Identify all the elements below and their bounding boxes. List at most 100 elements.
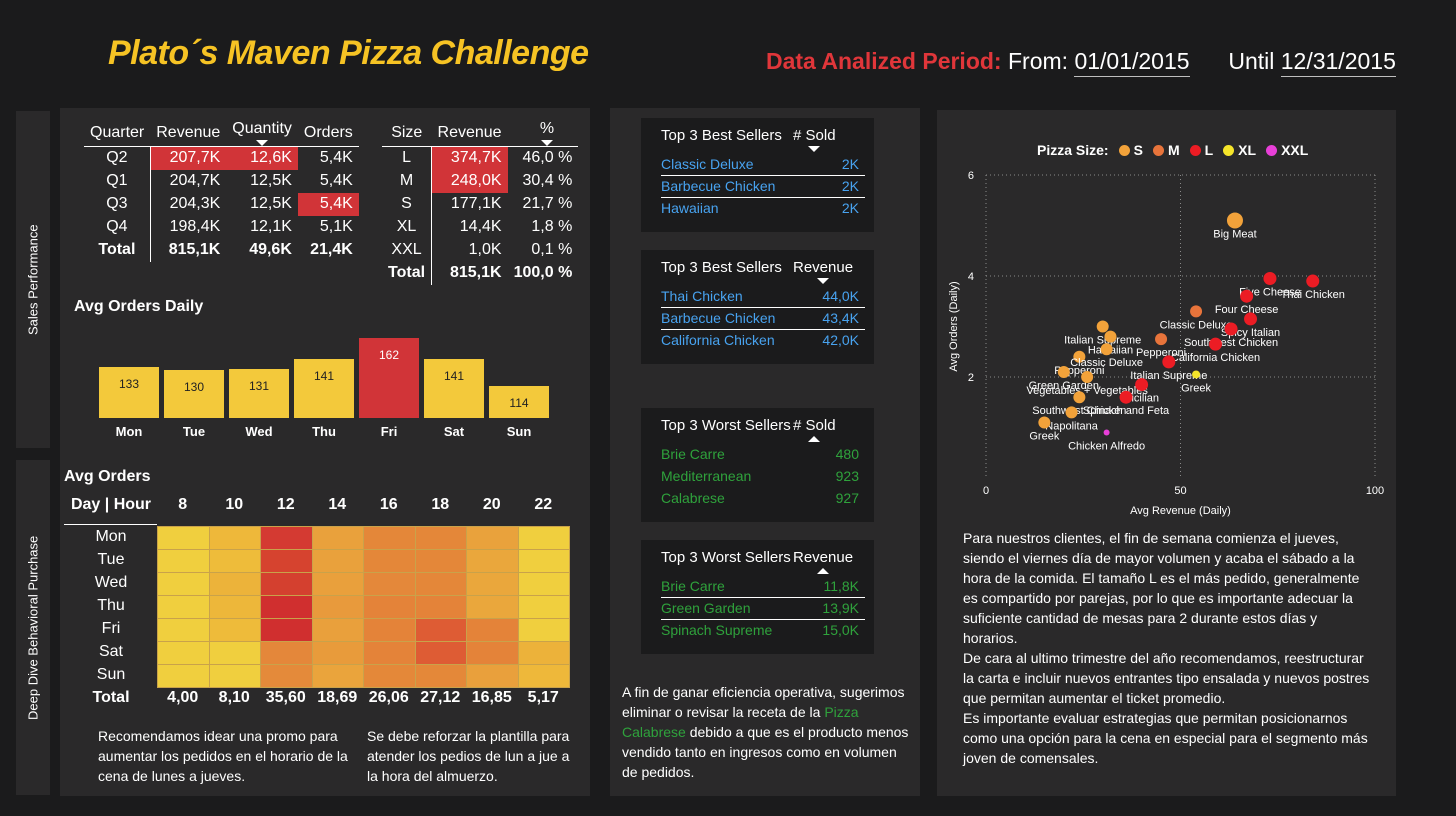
- heatmap-cell[interactable]: [157, 549, 210, 573]
- legend-entry[interactable]: L: [1204, 142, 1214, 158]
- legend-entry[interactable]: S: [1133, 142, 1143, 158]
- heatmap-cell[interactable]: [466, 572, 519, 596]
- table-header-name[interactable]: Top 3 Worst Sellers: [661, 549, 791, 566]
- legend-entry[interactable]: XL: [1238, 142, 1257, 158]
- heatmap-cell[interactable]: [208, 618, 261, 642]
- heatmap-cell[interactable]: [363, 595, 416, 619]
- heatmap-cell[interactable]: [517, 618, 570, 642]
- heatmap-cell[interactable]: [414, 549, 467, 573]
- heatmap-cell[interactable]: [311, 572, 364, 596]
- heatmap-cell[interactable]: [208, 526, 261, 550]
- heatmap-cell[interactable]: [517, 549, 570, 573]
- heatmap-cell[interactable]: [517, 664, 570, 688]
- heatmap-cell[interactable]: [414, 664, 467, 688]
- heatmap-cell[interactable]: [157, 572, 210, 596]
- hour-header[interactable]: 16: [379, 496, 398, 513]
- scatter-point[interactable]: [1190, 305, 1203, 318]
- bar-thu[interactable]: 141: [294, 359, 354, 418]
- list-item[interactable]: Spinach Supreme 15,0K: [661, 620, 865, 642]
- heatmap-cell[interactable]: [260, 595, 313, 619]
- scatter-point[interactable]: [1073, 350, 1086, 363]
- legend-entry[interactable]: M: [1167, 142, 1180, 158]
- col-orders[interactable]: Orders: [303, 124, 353, 141]
- heatmap-cell[interactable]: [363, 572, 416, 596]
- scatter-point[interactable]: [1119, 390, 1133, 404]
- heatmap-cell[interactable]: [260, 526, 313, 550]
- heatmap-cell[interactable]: [363, 618, 416, 642]
- list-item[interactable]: Mediterranean 923: [661, 466, 865, 488]
- list-item[interactable]: Classic Deluxe 2K: [661, 154, 865, 176]
- table-header-name[interactable]: Top 3 Worst Sellers: [661, 417, 791, 434]
- scatter-point[interactable]: [1240, 289, 1254, 303]
- heatmap-cell[interactable]: [466, 664, 519, 688]
- hour-header[interactable]: 18: [431, 496, 450, 513]
- heatmap-cell[interactable]: [517, 526, 570, 550]
- heatmap-cell[interactable]: [517, 595, 570, 619]
- list-item[interactable]: Calabrese 927: [661, 488, 865, 510]
- heatmap-cell[interactable]: [517, 572, 570, 596]
- legend-entry[interactable]: XXL: [1281, 142, 1309, 158]
- list-item[interactable]: Brie Carre 480: [661, 444, 865, 466]
- list-item[interactable]: Barbecue Chicken 2K: [661, 176, 865, 198]
- list-item[interactable]: Brie Carre 11,8K: [661, 576, 865, 598]
- table-header-value[interactable]: # Sold: [793, 417, 836, 442]
- table-header-value[interactable]: Revenue: [793, 549, 853, 574]
- heatmap-cell[interactable]: [311, 618, 364, 642]
- col-percent[interactable]: %: [508, 120, 579, 147]
- col-revenue[interactable]: Revenue: [156, 124, 221, 141]
- heatmap-cell[interactable]: [260, 549, 313, 573]
- heatmap-cell[interactable]: [363, 526, 416, 550]
- scatter-point[interactable]: [1065, 406, 1078, 419]
- scatter-point[interactable]: [1226, 212, 1243, 229]
- heatmap-cell[interactable]: [208, 549, 261, 573]
- heatmap-cell[interactable]: [466, 595, 519, 619]
- heatmap-cell[interactable]: [414, 572, 467, 596]
- heatmap-cell[interactable]: [414, 618, 467, 642]
- hour-header[interactable]: 12: [276, 496, 295, 513]
- heatmap-cell[interactable]: [363, 641, 416, 665]
- heatmap-cell[interactable]: [466, 549, 519, 573]
- table-header-name[interactable]: Top 3 Best Sellers: [661, 259, 782, 276]
- heatmap-cell[interactable]: [157, 641, 210, 665]
- bar-sun[interactable]: 114: [489, 386, 549, 418]
- scatter-point[interactable]: [1104, 330, 1117, 343]
- heatmap-cell[interactable]: [466, 526, 519, 550]
- bar-wed[interactable]: 131: [229, 369, 289, 418]
- hour-header[interactable]: 8: [178, 496, 188, 513]
- scatter-point[interactable]: [1192, 370, 1201, 379]
- scatter-point[interactable]: [1162, 355, 1176, 369]
- scatter-point[interactable]: [1224, 322, 1238, 336]
- table-header-value[interactable]: Revenue: [793, 259, 853, 284]
- heatmap-cell[interactable]: [466, 641, 519, 665]
- heatmap-cell[interactable]: [260, 664, 313, 688]
- heatmap-cell[interactable]: [414, 641, 467, 665]
- table-header-name[interactable]: Top 3 Best Sellers: [661, 127, 782, 144]
- heatmap-cell[interactable]: [208, 664, 261, 688]
- hour-header[interactable]: 10: [225, 496, 244, 513]
- scatter-point[interactable]: [1103, 429, 1110, 436]
- heatmap-cell[interactable]: [311, 664, 364, 688]
- heatmap-cell[interactable]: [311, 595, 364, 619]
- heatmap-cell[interactable]: [260, 618, 313, 642]
- scatter-point[interactable]: [1081, 371, 1094, 383]
- heatmap-cell[interactable]: [311, 549, 364, 573]
- heatmap-cell[interactable]: [157, 526, 210, 550]
- heatmap-cell[interactable]: [260, 572, 313, 596]
- heatmap-cell[interactable]: [311, 526, 364, 550]
- col-revenue[interactable]: Revenue: [437, 124, 502, 141]
- table-header-value[interactable]: # Sold: [793, 127, 836, 152]
- heatmap-cell[interactable]: [208, 641, 261, 665]
- heatmap-cell[interactable]: [208, 595, 261, 619]
- heatmap-cell[interactable]: [157, 618, 210, 642]
- bar-sat[interactable]: 141: [424, 359, 484, 418]
- col-quarter[interactable]: Quarter: [90, 124, 145, 141]
- scatter-point[interactable]: [1155, 333, 1168, 346]
- calabrese-link[interactable]: Pizza Calabrese: [622, 704, 859, 740]
- hour-header[interactable]: 22: [534, 496, 553, 513]
- list-item[interactable]: Green Garden 13,9K: [661, 598, 865, 620]
- scatter-point[interactable]: [1038, 416, 1051, 429]
- col-size[interactable]: Size: [391, 124, 423, 141]
- bar-fri[interactable]: 162: [359, 338, 419, 418]
- scatter-point[interactable]: [1306, 274, 1320, 288]
- heatmap-cell[interactable]: [363, 664, 416, 688]
